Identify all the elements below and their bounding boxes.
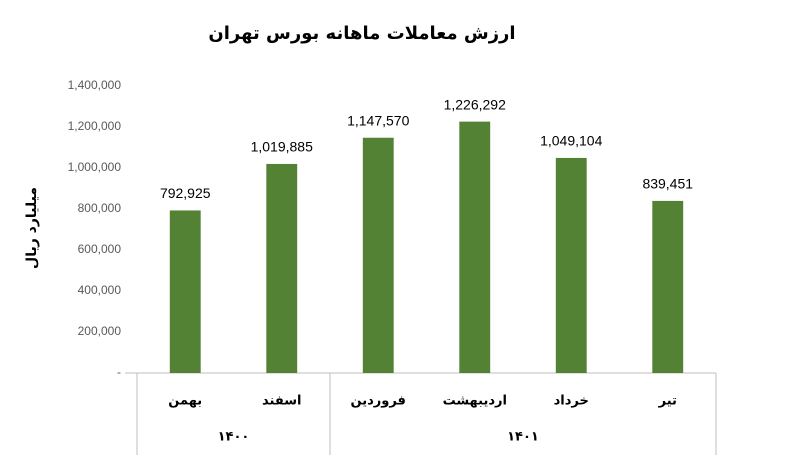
y-tick-label: 1,200,000 bbox=[68, 119, 122, 133]
value-label: 792,925 bbox=[160, 185, 211, 201]
x-tick-label: بهمن bbox=[168, 394, 202, 409]
bar bbox=[459, 121, 491, 373]
chart-title: ارزش معاملات ماهانه بورس تهران bbox=[208, 23, 515, 44]
y-axis-label: میلیارد ریال bbox=[24, 187, 40, 269]
x-tick-label: خرداد bbox=[554, 394, 589, 409]
group-label: ۱۴۰۱ bbox=[507, 430, 539, 445]
value-label: 1,019,885 bbox=[251, 139, 313, 155]
x-tick-label: فروردین bbox=[351, 394, 406, 409]
y-tick-label: 600,000 bbox=[78, 242, 122, 256]
bar bbox=[652, 200, 684, 373]
value-label: 1,226,292 bbox=[444, 96, 506, 112]
y-tick-label: 200,000 bbox=[78, 324, 122, 338]
x-tick-label: اردیبهشت bbox=[443, 394, 507, 409]
bar bbox=[266, 163, 298, 373]
value-label: 1,049,104 bbox=[540, 133, 602, 149]
group-label: ۱۴۰۰ bbox=[218, 430, 250, 445]
bar bbox=[555, 157, 587, 373]
y-tick-label: 800,000 bbox=[78, 201, 122, 215]
y-tick-label: 1,400,000 bbox=[68, 78, 122, 92]
y-tick-label: - bbox=[117, 365, 121, 379]
x-tick-label: اسفند bbox=[262, 394, 301, 409]
bar bbox=[362, 137, 394, 373]
x-tick-label: تیر bbox=[658, 394, 677, 409]
value-label: 839,451 bbox=[642, 176, 693, 192]
value-label: 1,147,570 bbox=[347, 112, 409, 128]
y-tick-label: 1,000,000 bbox=[68, 160, 122, 174]
bar bbox=[169, 210, 201, 373]
y-tick-label: 400,000 bbox=[78, 283, 122, 297]
